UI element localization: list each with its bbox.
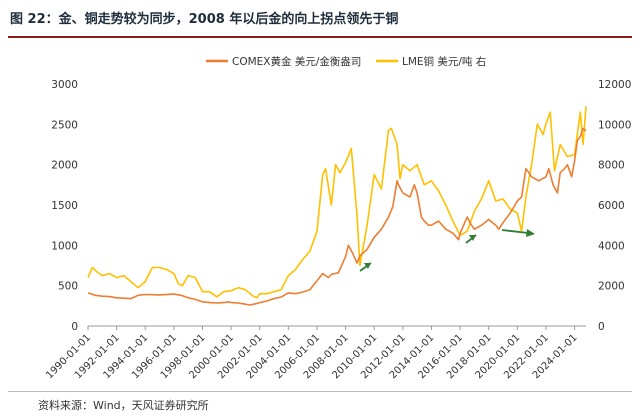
trend-arrow-2019-head: [526, 229, 535, 237]
y-right-tick-label: 12000: [598, 79, 631, 91]
trend-arrow-2019: [501, 229, 529, 234]
y-right-tick-label: 6000: [598, 200, 625, 212]
y-left-tick-label: 1000: [51, 240, 78, 252]
y-right-tick-label: 4000: [598, 240, 625, 252]
y-left-tick-label: 3000: [51, 79, 78, 91]
series-line-copper: [87, 106, 587, 299]
trend-arrow-2008-head: [364, 263, 371, 269]
y-right-tick-label: 8000: [598, 160, 625, 172]
legend-label-gold: COMEX黄金 美元/金衡盎司: [232, 55, 361, 68]
chart: COMEX黄金 美元/金衡盎司 LME铜 美元/吨 右 0 500 1000 1500…: [44, 55, 631, 381]
series-layer: [87, 106, 587, 306]
axes: 0 500 1000 1500 2000 2500 3000 0 2000 4000 6000 800…: [44, 79, 631, 381]
source-note: 资料来源：Wind，天风证券研究所: [38, 399, 209, 412]
y-right-tick-label: 2000: [598, 281, 625, 293]
y-left-tick-label: 1500: [51, 200, 78, 212]
y-right-tick-label: 0: [598, 321, 605, 333]
y-left-tick-label: 0: [71, 321, 78, 333]
legend: COMEX黄金 美元/金衡盎司 LME铜 美元/吨 右: [206, 55, 486, 68]
y-left-tick-label: 500: [58, 281, 78, 293]
y-right-tick-label: 10000: [598, 119, 631, 131]
title-rule: [8, 36, 632, 38]
legend-label-copper: LME铜 美元/吨 右: [402, 55, 486, 68]
y-left-tick-label: 2000: [51, 160, 78, 172]
annotations: [359, 229, 535, 272]
bottom-rule: [8, 391, 632, 392]
series-line-gold: [87, 127, 587, 306]
figure-title: 图 22：金、铜走势较为同步，2008 年以后金的向上拐点领先于铜: [10, 12, 399, 27]
y-left-tick-label: 2500: [51, 119, 78, 131]
trend-arrow-2016-head: [469, 235, 476, 241]
